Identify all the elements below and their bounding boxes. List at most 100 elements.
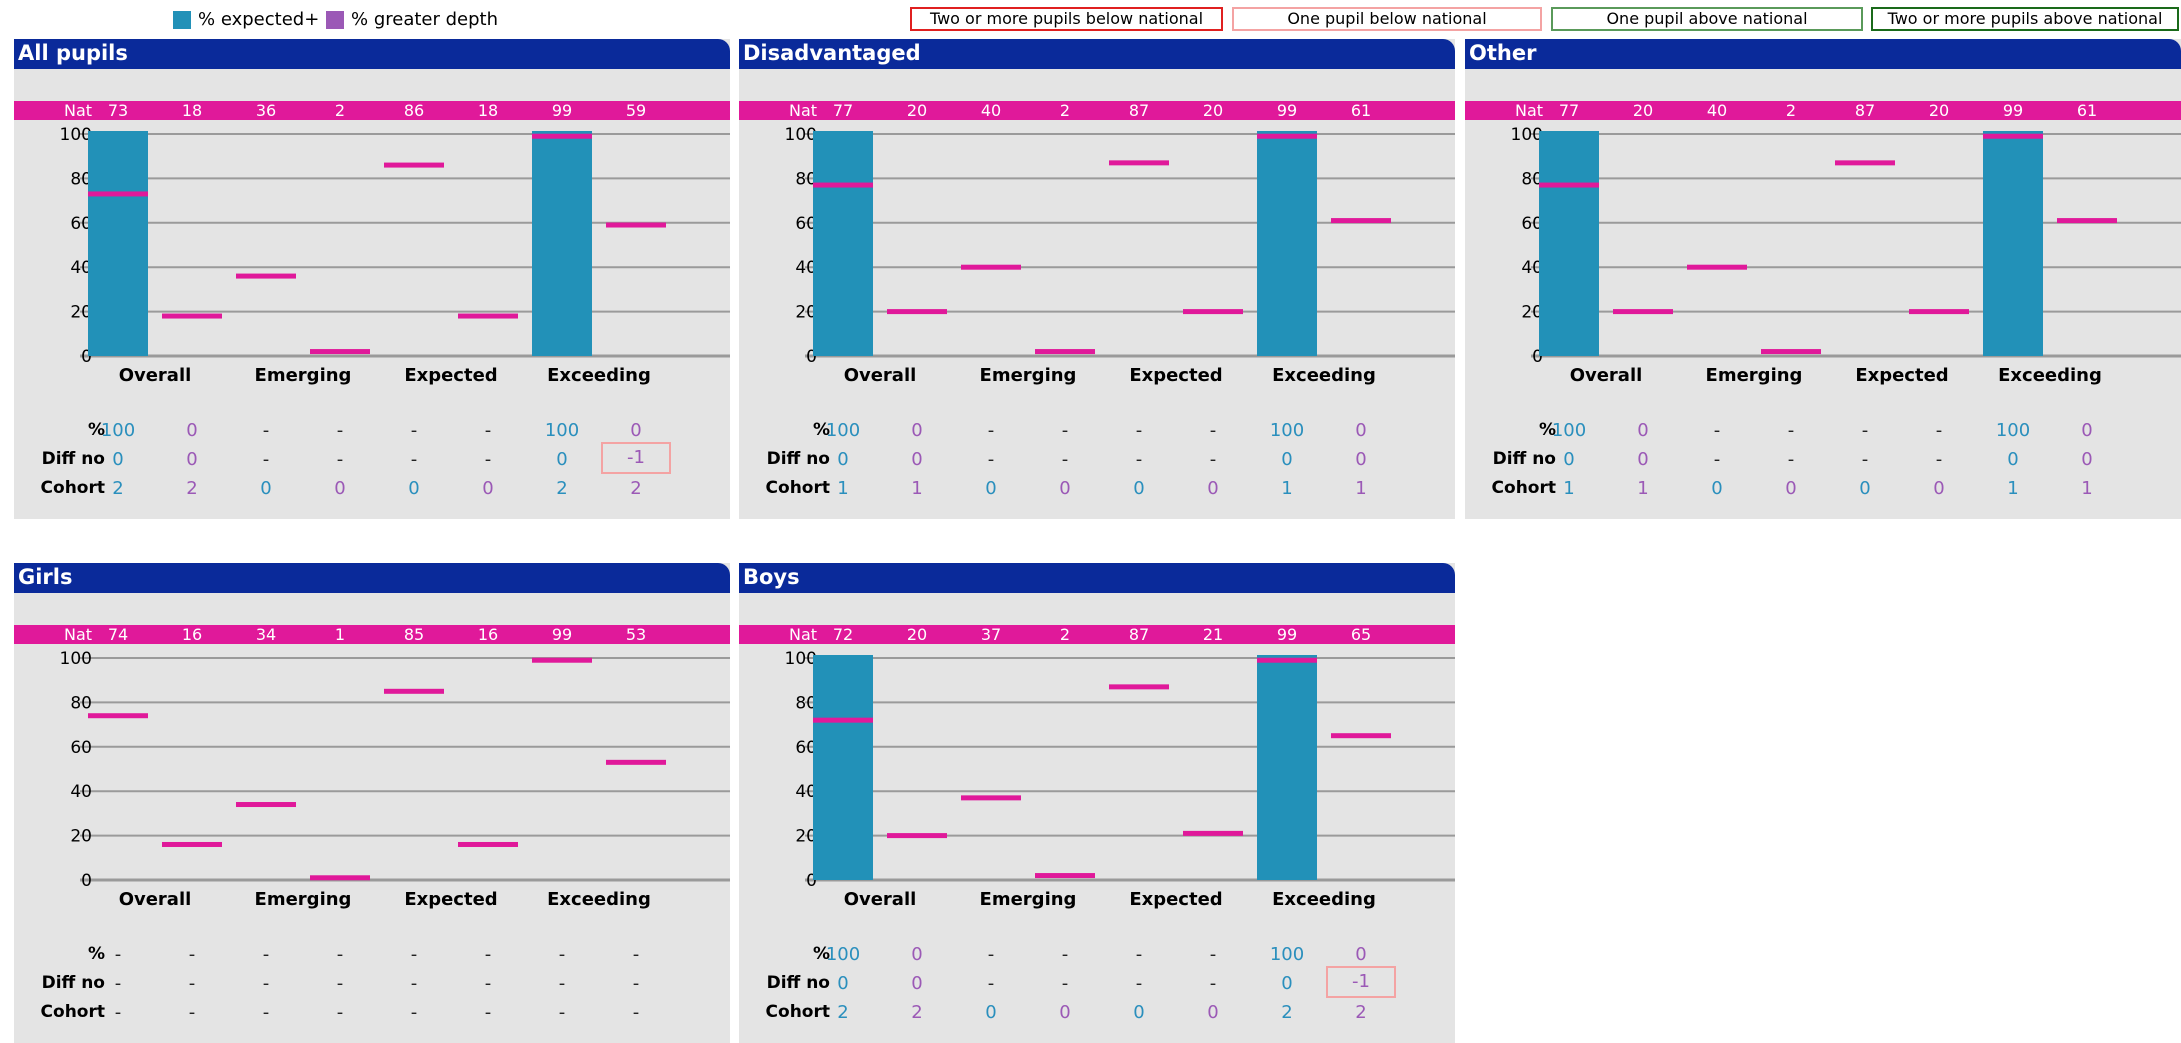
cohort-cell: 0 xyxy=(1785,478,1797,499)
category-label: Overall xyxy=(1569,365,1643,386)
diff-cell: - xyxy=(1713,449,1721,470)
y-tick-label: 20 xyxy=(795,303,817,323)
plot-area: 0 20 40 60 80 100 xyxy=(60,125,730,365)
national-value: 20 xyxy=(1632,101,1654,120)
cohort-cell: - xyxy=(114,1002,122,1023)
cohort-cell: 1 xyxy=(1637,478,1649,499)
pct-cell: 0 xyxy=(1637,420,1649,441)
y-tick-label: 20 xyxy=(1521,303,1543,323)
cohort-cell: 1 xyxy=(1355,478,1367,499)
pct-cell: - xyxy=(1935,420,1943,441)
pct-cell: - xyxy=(410,944,418,965)
category-label: Exceeding xyxy=(547,889,651,910)
diff-cell: 0 xyxy=(1637,449,1649,470)
cohort-cell: 2 xyxy=(1355,1002,1367,1023)
pct-cell: - xyxy=(1209,420,1217,441)
row-label-diff: Diff no xyxy=(41,973,105,993)
national-row-label: Nat xyxy=(788,625,818,644)
category-label: Exceeding xyxy=(1998,365,2102,386)
y-tick-label: 40 xyxy=(70,258,92,278)
cohort-cell: 0 xyxy=(1133,1002,1145,1023)
national-value: 1 xyxy=(334,625,346,644)
cohort-cell: 2 xyxy=(1281,1002,1293,1023)
diff-cell: - xyxy=(1209,449,1217,470)
row-label-pct: % xyxy=(1538,420,1556,440)
national-value: 21 xyxy=(1202,625,1224,644)
national-value: 40 xyxy=(980,101,1002,120)
y-tick-label: 0 xyxy=(81,347,92,365)
row-label-pct: % xyxy=(812,420,830,440)
pct-cell: - xyxy=(1135,944,1143,965)
cohort-cell: 0 xyxy=(1933,478,1945,499)
pct-cell: - xyxy=(1713,420,1721,441)
cohort-cell: - xyxy=(632,1002,640,1023)
legend-greater-depth: % greater depth xyxy=(326,9,498,30)
diff-cell: - xyxy=(1861,449,1869,470)
national-value: 20 xyxy=(1202,101,1224,120)
national-marker xyxy=(236,802,296,808)
national-marker xyxy=(310,875,370,881)
diff-cell: - xyxy=(987,449,995,470)
national-value: 2 xyxy=(334,101,346,120)
cohort-cell: 1 xyxy=(911,478,923,499)
diff-cell: 0 xyxy=(112,449,124,470)
y-tick-label: 60 xyxy=(795,214,817,234)
national-marker xyxy=(458,313,518,319)
cohort-cell: 2 xyxy=(556,478,568,499)
diff-cell: - xyxy=(114,973,122,994)
national-marker xyxy=(1035,349,1095,355)
y-tick-label: 80 xyxy=(70,693,92,713)
national-marker xyxy=(1613,309,1673,315)
cohort-cell: - xyxy=(484,1002,492,1023)
category-label: Emerging xyxy=(254,365,352,386)
national-row-label: Nat xyxy=(788,101,818,120)
diff-cell: - xyxy=(1935,449,1943,470)
cohort-cell: - xyxy=(188,1002,196,1023)
cohort-cell: 1 xyxy=(1281,478,1293,499)
y-tick-label: 40 xyxy=(795,782,817,802)
diff-cell: - xyxy=(1135,973,1143,994)
national-value: 86 xyxy=(403,101,425,120)
legend-expected-swatch xyxy=(173,10,191,29)
bar-expected xyxy=(532,131,592,356)
national-value: 99 xyxy=(1276,101,1298,120)
cohort-cell: 0 xyxy=(1711,478,1723,499)
row-label-pct: % xyxy=(87,420,105,440)
national-value: 72 xyxy=(832,625,854,644)
plot-area: 0 20 40 60 80 100 xyxy=(785,649,1455,889)
diff-cell: 0 xyxy=(837,973,849,994)
y-tick-label: 80 xyxy=(1521,169,1543,189)
national-marker xyxy=(384,688,444,694)
cohort-cell: 2 xyxy=(186,478,198,499)
pct-cell: - xyxy=(1861,420,1869,441)
chart-panel: Girls Nat 74 16 34 1 85 16 99 53 0 20 40 60 80 100 Overa… xyxy=(14,563,730,1043)
national-value: 18 xyxy=(477,101,499,120)
y-tick-label: 0 xyxy=(806,871,817,889)
national-value: 87 xyxy=(1854,101,1876,120)
chart-panel: Boys Nat 72 20 37 2 87 21 99 65 0 20 40 60 80 100 Overal… xyxy=(739,563,1455,1043)
national-marker xyxy=(813,182,873,188)
diff-cell: 0 xyxy=(2081,449,2093,470)
national-value: 87 xyxy=(1128,101,1150,120)
diff-cell: - xyxy=(987,973,995,994)
pct-cell: - xyxy=(632,944,640,965)
y-tick-label: 0 xyxy=(806,347,817,365)
diff-cell: - xyxy=(262,449,270,470)
pct-cell: 100 xyxy=(1269,420,1305,441)
national-marker xyxy=(1183,309,1243,315)
national-marker xyxy=(88,713,148,719)
diff-cell: -1 xyxy=(1326,966,1396,998)
bar-expected xyxy=(88,131,148,356)
national-marker xyxy=(88,191,148,197)
national-marker xyxy=(2057,218,2117,224)
national-value: 36 xyxy=(255,101,277,120)
diff-cell: 0 xyxy=(911,449,923,470)
y-tick-label: 60 xyxy=(70,214,92,234)
pct-cell: - xyxy=(987,420,995,441)
diff-cell: - xyxy=(558,973,566,994)
pct-cell: - xyxy=(336,420,344,441)
legend-greater-depth-swatch xyxy=(326,10,344,29)
y-tick-label: 60 xyxy=(795,738,817,758)
key-one-below: One pupil below national xyxy=(1232,7,1542,31)
pct-cell: 100 xyxy=(1269,944,1305,965)
